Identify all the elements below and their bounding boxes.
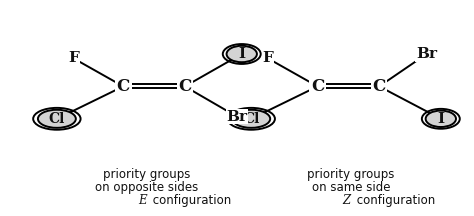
- Text: Cl: Cl: [49, 112, 65, 126]
- Text: I: I: [238, 47, 246, 61]
- Text: C: C: [117, 78, 130, 95]
- Text: Z: Z: [343, 194, 351, 207]
- Text: F: F: [263, 51, 273, 65]
- Text: F: F: [68, 51, 79, 65]
- Text: on opposite sides: on opposite sides: [95, 181, 199, 194]
- Text: C: C: [373, 78, 386, 95]
- Text: Cl: Cl: [243, 112, 259, 126]
- Text: Br: Br: [227, 110, 247, 124]
- Text: C: C: [311, 78, 324, 95]
- Text: I: I: [437, 112, 445, 126]
- Ellipse shape: [232, 110, 270, 128]
- Ellipse shape: [426, 111, 456, 127]
- Text: on same side: on same side: [311, 181, 390, 194]
- Text: Br: Br: [416, 47, 437, 61]
- Text: configuration: configuration: [353, 194, 436, 207]
- Ellipse shape: [227, 46, 257, 62]
- Text: C: C: [178, 78, 191, 95]
- Text: priority groups: priority groups: [103, 168, 191, 181]
- Text: priority groups: priority groups: [307, 168, 394, 181]
- Ellipse shape: [38, 110, 76, 128]
- Text: configuration: configuration: [149, 194, 232, 207]
- Text: E: E: [138, 194, 147, 207]
